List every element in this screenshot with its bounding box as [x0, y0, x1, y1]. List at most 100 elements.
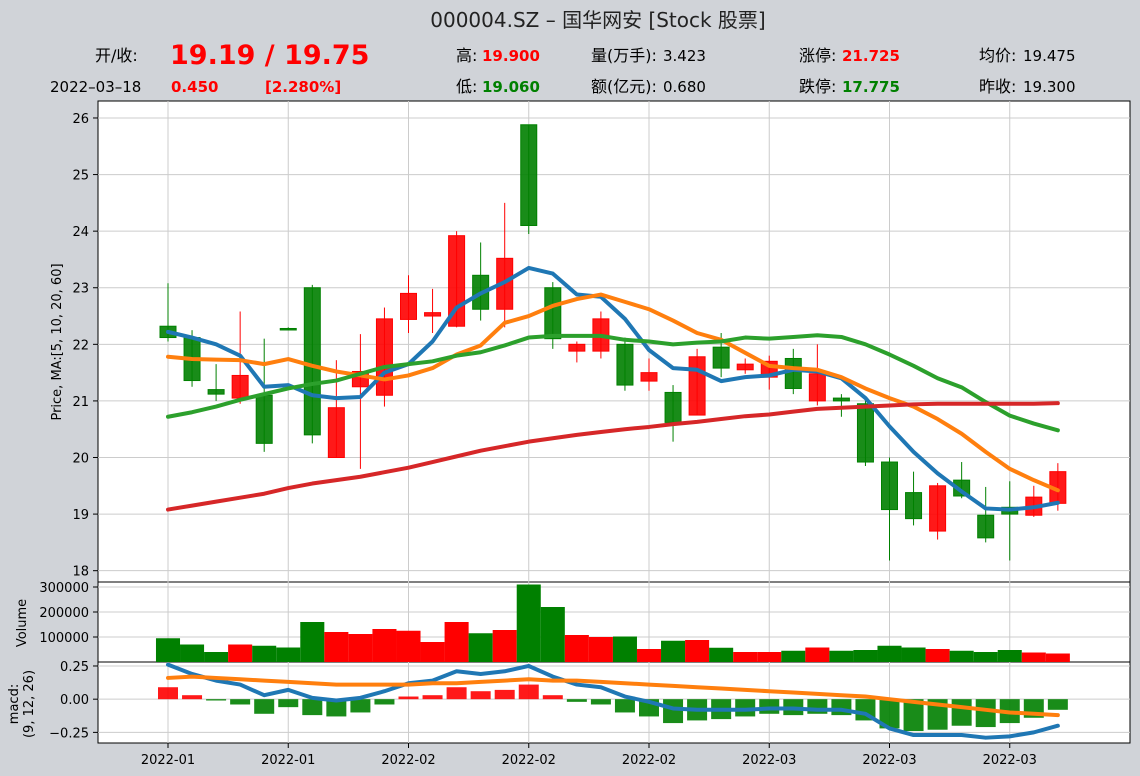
candle-body	[736, 363, 754, 371]
candle	[712, 333, 730, 378]
xtick-label: 2022-02	[622, 753, 676, 768]
candle	[736, 358, 754, 374]
macd-hist-bar	[542, 695, 563, 700]
volume-bar	[685, 640, 710, 662]
macd-hist-bar	[903, 699, 924, 732]
macd-hist-bar	[278, 699, 299, 708]
candle	[544, 282, 562, 349]
volume-bar	[829, 650, 854, 662]
price-change-pct: [2.280%]	[265, 78, 341, 96]
candle-body	[856, 403, 874, 463]
candle	[929, 482, 947, 540]
volume-bar	[661, 640, 686, 662]
volume-bar	[180, 644, 205, 662]
volume-bar	[155, 638, 181, 662]
volume-bar	[925, 649, 950, 662]
prev-close-value: 19.300	[1023, 78, 1076, 96]
ma-line-ma5	[166, 265, 1060, 512]
volume-bar	[781, 650, 806, 662]
volume-bar	[396, 630, 421, 662]
macd-axis-label-line: macd:	[7, 684, 22, 724]
candle-body	[640, 372, 658, 382]
price-ytick-label: 24	[72, 225, 89, 240]
volume-bar	[757, 652, 782, 662]
candle	[905, 471, 923, 526]
price-ytick-label: 25	[72, 169, 89, 184]
volume-bar	[733, 652, 758, 662]
candle	[375, 307, 393, 407]
candle	[255, 338, 273, 452]
candle-body	[905, 492, 923, 520]
macd-hist-bar	[398, 696, 419, 700]
price-ytick-label: 21	[72, 395, 89, 410]
amount-value: 0.680	[663, 78, 706, 96]
candle-body	[977, 514, 995, 539]
volume-bar	[1045, 653, 1070, 662]
macd-hist-bar	[590, 699, 611, 705]
candle-body	[207, 389, 225, 395]
macd-ytick-label: 0.25	[60, 660, 89, 675]
amount-label: 额(亿元):	[591, 77, 657, 96]
volume-bar	[973, 652, 998, 662]
volume-bar	[1021, 652, 1046, 662]
volume-bar	[949, 650, 974, 662]
macd-hist-bar	[518, 684, 539, 700]
volume-bar	[805, 647, 830, 662]
candle-body	[327, 407, 345, 459]
macd-ytick-label: −0.25	[49, 726, 89, 741]
candle-body	[929, 485, 947, 532]
volume-value: 3.423	[663, 47, 706, 65]
low-label: 低:	[456, 77, 477, 96]
volume-bar	[372, 629, 397, 662]
candle-body	[303, 287, 321, 436]
price-ytick-label: 22	[72, 338, 89, 353]
macd-hist-bar	[494, 689, 515, 700]
candle-body	[664, 391, 682, 423]
macd-hist-bar	[182, 695, 203, 700]
xtick-label: 2022-03	[983, 753, 1037, 768]
macd-ytick-label: 0.00	[60, 693, 89, 708]
volume-axis-label: Volume	[15, 599, 30, 647]
xtick-label: 2022-01	[261, 753, 315, 768]
candle-body	[784, 357, 802, 389]
macd-hist-bar	[470, 691, 491, 700]
candle-body	[255, 394, 273, 444]
volume-bar	[709, 647, 734, 662]
macd-layer	[98, 662, 1130, 743]
xtick-label: 2022-02	[502, 753, 556, 768]
macd-hist-bar	[374, 699, 395, 705]
candle	[279, 327, 297, 331]
volume-bar	[877, 645, 902, 662]
price-ytick-label: 23	[72, 282, 89, 297]
volume-bar	[276, 647, 301, 662]
macd-hist-bar	[254, 699, 275, 714]
price-ytick-label: 20	[72, 452, 89, 467]
volume-bar	[612, 636, 637, 662]
volume-bar	[997, 650, 1022, 662]
volume-bar	[564, 635, 589, 662]
ma-line-ma60	[166, 401, 1060, 512]
volume-bar	[588, 637, 613, 662]
candle	[327, 360, 345, 459]
macd-line-dif	[166, 662, 1060, 740]
open-close-value: 19.19 / 19.75	[170, 40, 369, 71]
candle	[616, 337, 634, 391]
candle-body	[616, 343, 634, 386]
macd-hist-bar	[1047, 699, 1068, 710]
candle	[977, 486, 995, 543]
volume-bar	[468, 633, 493, 662]
volume-bar	[853, 650, 878, 662]
candle-body	[231, 374, 249, 399]
macd-axis-label: macd:(9, 12, 26)	[7, 670, 37, 738]
price-axis-label: Price, MA:[5, 10, 20, 60]	[50, 263, 65, 420]
candle-body	[520, 124, 538, 226]
price-layer	[98, 101, 1130, 582]
volume-bar	[540, 607, 565, 662]
candle-body	[712, 346, 730, 369]
macd-hist-bar	[422, 695, 443, 700]
trade-date: 2022–03–18	[50, 78, 141, 96]
candle	[881, 457, 898, 561]
volume-label: 量(万手):	[591, 46, 657, 65]
candle	[568, 341, 586, 363]
volume-ytick-label: 200000	[39, 606, 89, 621]
